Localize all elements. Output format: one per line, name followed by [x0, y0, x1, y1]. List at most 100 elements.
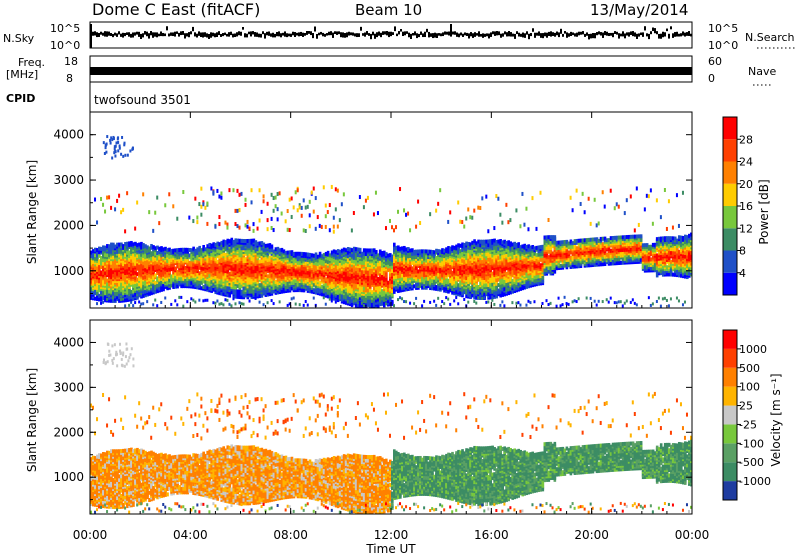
echo-cell: [126, 191, 128, 195]
nsky-trace-seg: [622, 31, 624, 36]
nsky-trace-seg: [402, 32, 404, 36]
nsky-trace-seg: [222, 33, 224, 36]
echo-cell: [351, 228, 353, 232]
nsky-trace-seg: [440, 33, 442, 36]
echo-cell: [176, 217, 178, 221]
nsky-trace-seg: [680, 33, 682, 36]
echo-cell: [259, 301, 261, 304]
echo-cell: [361, 302, 363, 305]
echo-cell: [267, 227, 269, 231]
nsky-trace-seg: [138, 32, 140, 37]
echo-cell: [331, 299, 333, 302]
nsky-trace-seg: [294, 32, 296, 37]
nsky-trace-seg: [280, 33, 282, 37]
nsky-trace-seg: [474, 32, 476, 37]
freq-panel: Freq. [MHz] 18 8 60 0 Nave: [6, 55, 776, 85]
echo-cell: [170, 303, 172, 306]
echo-cell: [459, 220, 461, 224]
echo-cell: [433, 300, 435, 303]
nsky-trace-seg: [306, 31, 308, 35]
echo-cell: [337, 189, 339, 193]
echo-cell: [419, 221, 421, 225]
echo-cell: [168, 192, 170, 196]
echo-cell: [385, 302, 387, 305]
echo-cell: [359, 297, 361, 300]
echo-cell: [108, 195, 110, 199]
nsky-trace-seg: [172, 32, 174, 36]
echo-cell: [228, 303, 230, 306]
echo-cell: [154, 211, 156, 215]
nsky-trace-seg: [218, 31, 220, 35]
echo-cell: [122, 208, 124, 212]
echo-cell: [329, 298, 331, 301]
nsky-trace-seg: [648, 34, 650, 39]
echo-cell: [247, 220, 249, 224]
echo-cell: [200, 205, 202, 209]
echo-cell: [251, 200, 253, 204]
nsky-trace-seg: [192, 27, 194, 31]
echo-cell: [413, 302, 415, 305]
echo-cell: [293, 297, 295, 300]
nsky-trace-seg: [264, 33, 266, 38]
echo-cell: [277, 207, 279, 211]
echo-cell: [216, 189, 218, 193]
echo-cell: [234, 302, 236, 305]
echo-cell: [315, 196, 317, 200]
echo-cell: [351, 304, 353, 307]
nsky-trace-seg: [272, 33, 274, 38]
nsky-trace-seg: [104, 31, 106, 36]
nsky-trace-seg: [414, 31, 416, 35]
nsky-trace-seg: [592, 33, 594, 38]
nsky-trace-seg: [248, 32, 250, 35]
echo-cell: [142, 302, 144, 305]
nsky-label: N.Sky: [3, 32, 35, 45]
nsky-trace-seg: [150, 31, 152, 35]
nsky-trace-seg: [484, 34, 486, 37]
nsky-trace-seg: [540, 33, 542, 38]
nsky-trace-seg: [418, 34, 420, 37]
echo-cell: [373, 304, 375, 307]
echo-cell: [307, 205, 309, 209]
echo-cell: [435, 209, 437, 213]
nsky-trace-seg: [212, 33, 214, 37]
echo-cell: [226, 299, 228, 302]
echo-cell: [196, 220, 198, 224]
echo-cell: [405, 213, 407, 217]
nsky-trace-seg: [512, 34, 514, 37]
nsky-trace-seg: [460, 33, 462, 36]
echo-cell: [377, 299, 379, 302]
echo-cell: [172, 204, 174, 208]
echo-cell: [387, 300, 389, 303]
nsky-trace-seg: [482, 33, 484, 37]
nsky-trace-seg: [536, 33, 538, 36]
echo-cell: [267, 301, 269, 304]
echo-cell: [457, 302, 459, 305]
nsky-trace-seg: [568, 33, 570, 36]
echo-cell: [220, 191, 222, 195]
echo-cell: [238, 301, 240, 304]
echo-cell: [96, 220, 98, 224]
nsky-trace-seg: [196, 34, 198, 38]
echo-cell: [108, 297, 110, 300]
echo-cell: [287, 304, 289, 307]
echo-cell: [146, 300, 148, 303]
echo-cell: [301, 206, 303, 210]
echo-cell: [309, 224, 311, 228]
echo-cell: [259, 188, 261, 192]
echo-cell: [152, 229, 154, 233]
nsky-trace-seg: [312, 33, 314, 38]
echo-cell: [393, 228, 395, 232]
nsky-trace-seg: [526, 31, 528, 34]
nsky-trace-seg: [142, 33, 144, 37]
echo-cell: [409, 228, 411, 232]
nsky-trace-seg: [354, 33, 356, 36]
echo-cell: [164, 203, 166, 207]
nsky-trace-seg: [250, 31, 252, 36]
nsky-trace-seg: [470, 32, 472, 36]
echo-cell: [305, 229, 307, 233]
nsky-trace-seg: [120, 34, 122, 37]
echo-cell: [299, 205, 301, 209]
nsky-trace-seg: [556, 32, 558, 36]
nsky-trace-seg: [642, 32, 644, 36]
nsky-trace-seg: [304, 33, 306, 36]
